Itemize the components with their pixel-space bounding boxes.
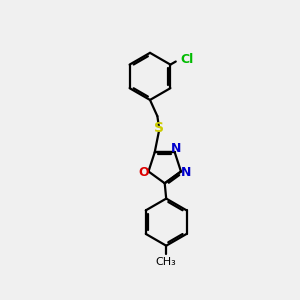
Text: S: S [154,121,164,135]
Text: N: N [171,142,181,155]
Text: CH₃: CH₃ [156,257,177,267]
Text: Cl: Cl [181,53,194,66]
Text: N: N [181,166,191,178]
Text: O: O [139,166,149,178]
